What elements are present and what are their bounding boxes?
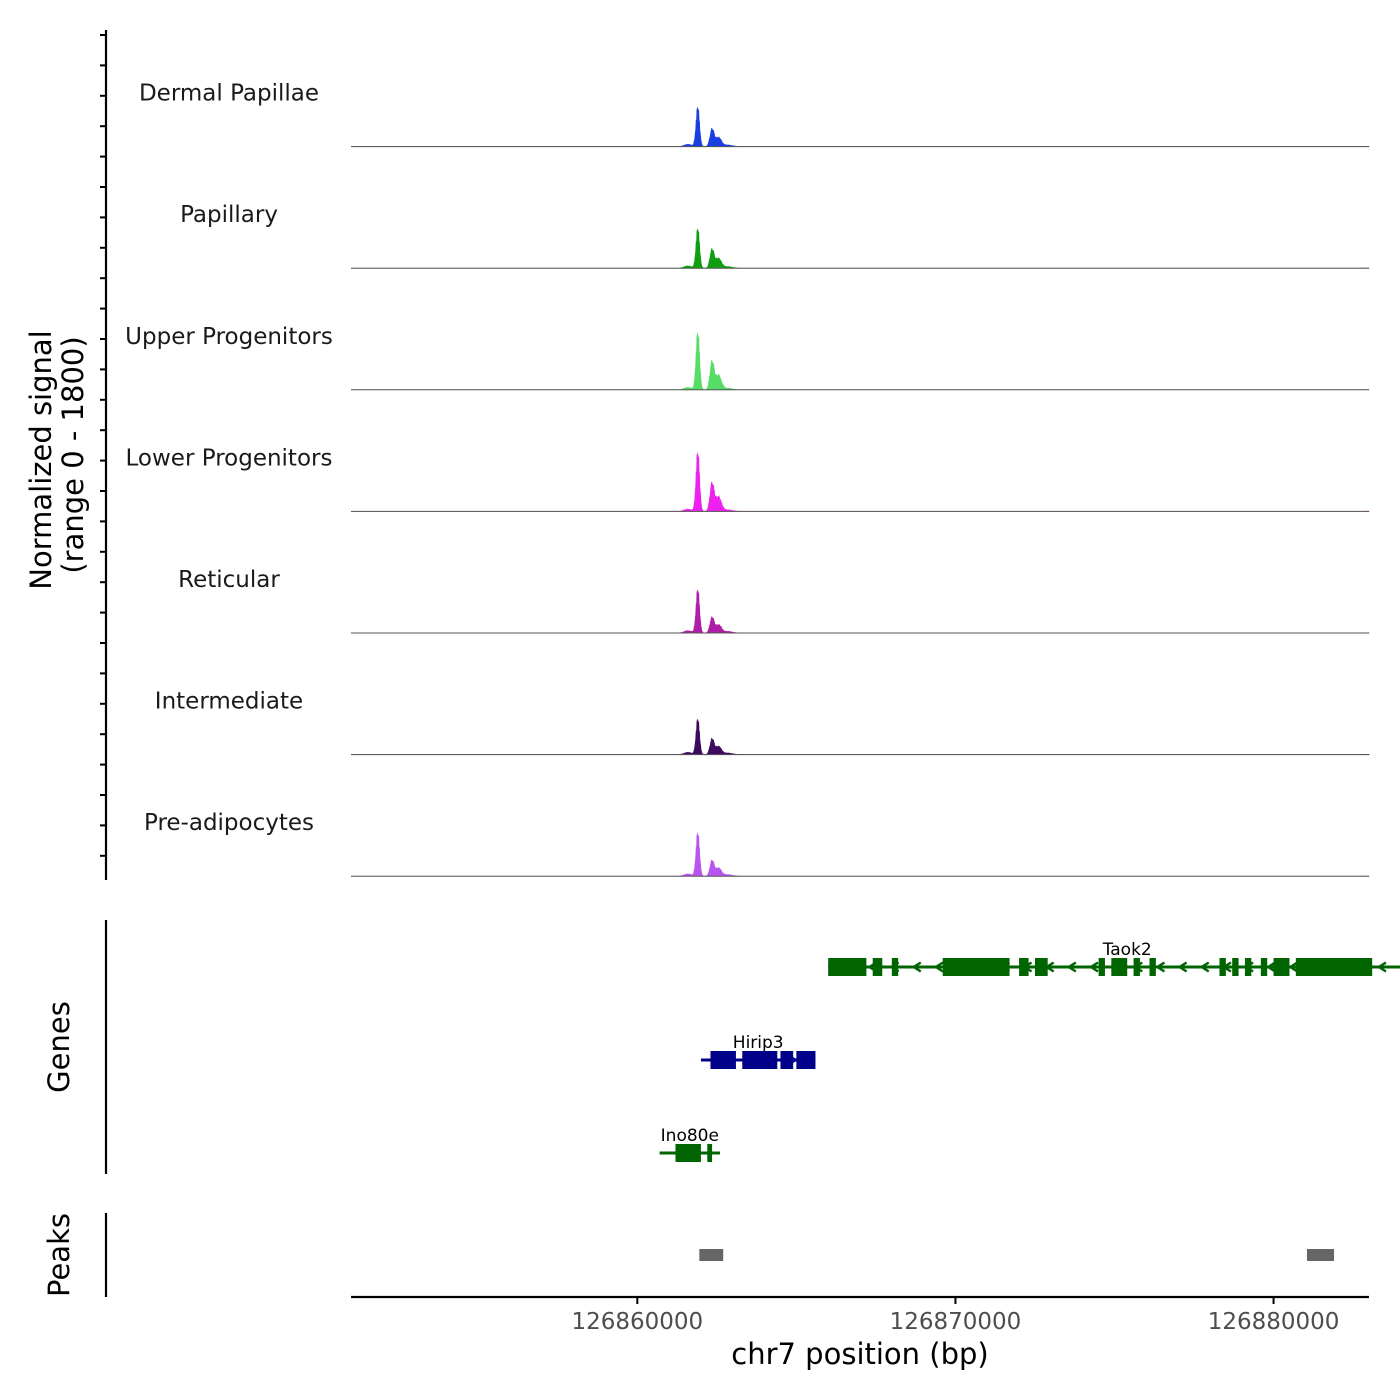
track-label: Dermal Papillae [139,81,319,107]
coverage-area [351,228,1370,269]
x-axis: 126860000126870000126880000126890000 chr… [351,1295,1369,1371]
x-tick-label: 126880000 [1208,1309,1340,1335]
strand-arrow [1288,961,1299,973]
gene-exon [1149,958,1156,976]
gene-exon [1244,958,1252,976]
gene-exon [891,958,899,976]
strand-arrow [911,961,922,973]
x-tick-label: 126860000 [571,1309,703,1335]
coverage-tracks: Dermal Papillae Papillary Upper Progenitor… [125,81,1370,877]
coverage-ylabel-line2: (range 0 - 1800) [56,336,90,573]
coverage-track-upper-progenitors: Upper Progenitors [125,324,1370,391]
gene-exon [828,958,867,976]
gene-exon [710,1051,736,1069]
coverage-panel: Normalized signal (range 0 - 1800) Derma… [24,30,1370,880]
track-label: Upper Progenitors [125,324,333,350]
gene-exon [780,1051,794,1069]
coverage-track-reticular: Reticular [178,567,1370,634]
strand-arrow [1265,961,1276,973]
gene-exon [1098,958,1105,976]
track-label: Intermediate [155,689,303,715]
gene-hirip3: Hirip3 [700,1033,816,1069]
gene-label: Taok2 [1102,940,1152,960]
gene-exon [1034,958,1048,976]
coverage-area [351,452,1370,512]
gene-exon [707,1144,713,1162]
peak-regions [699,1249,1335,1261]
coverage-area [351,107,1370,147]
coverage-y-ticks [100,34,106,857]
coverage-track-lower-progenitors: Lower Progenitors [126,445,1370,512]
gene-exon [796,1051,816,1069]
track-label: Papillary [180,202,278,228]
coverage-track-papillary: Papillary [180,202,1370,269]
gene-exon [872,958,883,976]
track-label: Reticular [178,567,280,593]
strand-arrow [1155,961,1166,973]
gene-exon [1273,958,1290,976]
gene-ino80e: Ino80e [659,1126,721,1162]
coverage-area [351,719,1370,755]
peaks-panel: Peaks [42,1213,1335,1297]
track-label: Lower Progenitors [126,445,333,471]
strand-arrow [1088,961,1099,973]
coverage-track-pre-adipocytes: Pre-adipocytes [144,810,1370,877]
x-tick-label: 126870000 [890,1309,1022,1335]
gene-exon [942,958,1010,976]
coverage-track-intermediate: Intermediate [155,689,1370,756]
gene-label: Ino80e [661,1126,719,1146]
coverage-area [351,332,1370,391]
gene-panel: Genes Taok2Hirip3Gm20650Ino80eTmem219 [42,920,1400,1174]
coverage-track-dermal-papillae: Dermal Papillae [139,81,1370,148]
gene-exon [675,1144,701,1162]
gene-exon [1133,958,1140,976]
gene-exon [1219,958,1226,976]
coverage-ylabel-line1: Normalized signal [24,330,58,589]
peaks-ylabel: Peaks [42,1213,76,1297]
strand-arrow [1177,961,1188,973]
genes-ylabel: Genes [42,1001,76,1093]
coverage-area [351,589,1370,634]
gene-exon [1295,958,1373,976]
gene-exon [1260,958,1268,976]
strand-arrow [1376,961,1387,973]
track-label: Pre-adipocytes [144,810,314,836]
gene-exon [1019,958,1029,976]
gene-exon [1111,958,1128,976]
strand-arrow [1199,961,1210,973]
gene-models: Taok2Hirip3Gm20650Ino80eTmem219 [659,940,1400,1162]
strand-arrow [1066,961,1077,973]
gene-label: Hirip3 [733,1033,784,1053]
gene-exon [1232,958,1239,976]
peak-region [1306,1249,1335,1261]
x-axis-label: chr7 position (bp) [731,1337,988,1371]
coverage-area [351,832,1370,877]
peak-region [699,1249,724,1261]
x-ticks: 126860000126870000126880000126890000 [571,1297,1340,1335]
strand-arrow [933,961,944,973]
gene-exon [742,1051,778,1069]
gene-taok2: Taok2 [828,940,1400,976]
